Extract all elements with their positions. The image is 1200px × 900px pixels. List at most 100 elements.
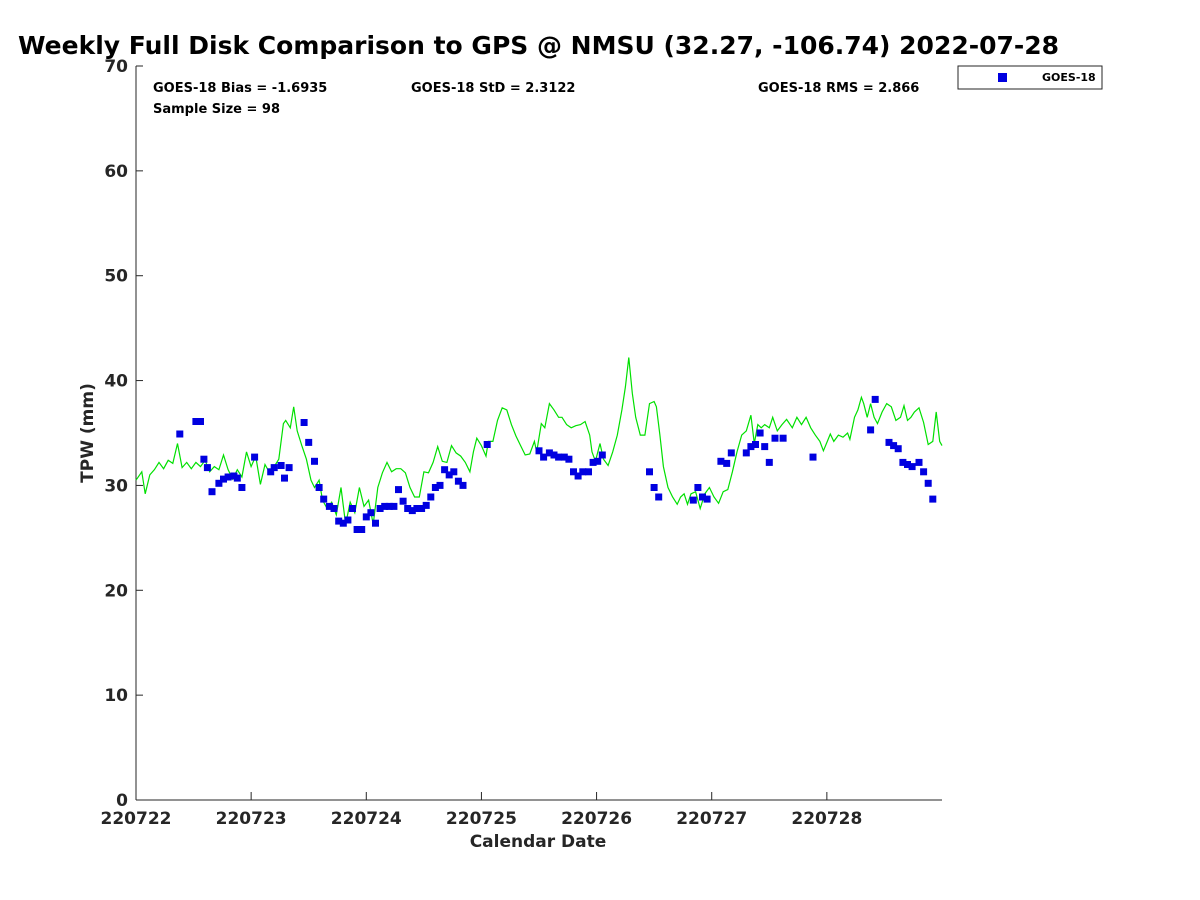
goes-data-point [890, 442, 898, 450]
y-tick-label: 70 [104, 57, 128, 77]
goes-data-point [349, 505, 356, 512]
goes-data-point [535, 447, 543, 455]
goes-data-point [197, 418, 204, 425]
goes-data-point [413, 505, 421, 512]
goes-data-point [899, 458, 907, 466]
goes-data-point [367, 509, 375, 517]
y-tick-label: 20 [104, 581, 128, 601]
goes-data-point [646, 468, 653, 476]
goes-data-point [655, 493, 663, 501]
goes-data-point [267, 468, 275, 476]
goes-data-point [560, 453, 568, 461]
goes-data-point [598, 451, 606, 459]
rms-stat: GOES-18 RMS = 2.866 [758, 81, 919, 96]
goes-data-point [747, 443, 755, 451]
goes-data-point [885, 438, 893, 446]
goes-data-point [445, 471, 453, 479]
goes-data-point [771, 434, 779, 442]
goes-data-point [233, 474, 241, 482]
legend-label-goes: GOES-18 [1042, 71, 1096, 84]
goes-data-point [344, 516, 352, 524]
goes-data-point [300, 419, 308, 426]
goes-data-point [540, 453, 548, 461]
goes-data-point [335, 517, 343, 525]
goes-data-point [565, 455, 573, 463]
goes-data-point [459, 481, 467, 489]
y-tick-label: 60 [104, 162, 128, 182]
goes-data-point [908, 463, 916, 471]
goes-data-point [867, 426, 875, 434]
x-tick-label: 220725 [446, 809, 517, 829]
goes-data-point [399, 497, 407, 505]
goes-data-point [585, 468, 592, 476]
goes-data-point [320, 495, 328, 503]
goes-data-point [765, 458, 773, 466]
goes-data-point [915, 458, 923, 466]
goes-data-point [699, 493, 706, 501]
x-ticks: 220722 220723 220724 220725 220726 220727 2207… [101, 792, 862, 829]
goes-data-point [871, 395, 879, 403]
goes-data-point [809, 453, 817, 461]
goes-data-point [238, 484, 246, 491]
goes-data-point [483, 441, 491, 448]
goes-data-point [545, 449, 553, 457]
goes-data-point [717, 457, 725, 465]
goes-data-point [570, 468, 577, 476]
goes-data-point [454, 477, 462, 485]
bias-stat: GOES-18 Bias = -1.6935 [153, 81, 327, 96]
goes-data-point [325, 502, 333, 510]
goes-data-point [555, 453, 563, 461]
goes-data-point [742, 449, 750, 457]
goes-data-point [752, 441, 759, 448]
goes-data-point [176, 430, 184, 438]
goes-data-point [594, 457, 602, 465]
goes-data-point [353, 526, 361, 533]
goes-data-point [315, 484, 323, 491]
goes-data-point [408, 507, 416, 515]
goes-data-point [339, 519, 347, 527]
goes-data-point [372, 519, 379, 527]
goes-data-point [689, 496, 697, 504]
goes-data-point [285, 464, 293, 472]
goes-data-point [281, 474, 288, 482]
goes-data-point [208, 488, 216, 496]
std-stat: GOES-18 StD = 2.3122 [411, 81, 575, 96]
goes-data-point [904, 461, 911, 468]
sample-size-stat: Sample Size = 98 [153, 102, 280, 117]
goes-data-point [929, 495, 937, 503]
goes-data-point [385, 502, 393, 510]
goes-data-point [779, 434, 787, 442]
goes-data-point [224, 473, 232, 481]
legend: GOES-18 [957, 65, 1103, 90]
x-tick-label: 220728 [791, 809, 862, 829]
axes [135, 66, 942, 801]
goes-data-point [436, 481, 444, 489]
legend-marker-goes [998, 73, 1007, 82]
goes-data-point [192, 418, 200, 425]
y-tick-label: 30 [104, 476, 128, 496]
goes-data-point [694, 484, 702, 491]
y-tick-label: 40 [104, 372, 128, 392]
x-tick-label: 220722 [101, 809, 172, 829]
x-tick-label: 220727 [676, 809, 747, 829]
goes-data-point [723, 459, 731, 467]
goes-data-point [418, 505, 426, 512]
legend-box [957, 65, 1103, 90]
goes-data-point [215, 479, 223, 487]
y-tick-label: 10 [104, 686, 128, 706]
goes-data-point [450, 468, 458, 476]
gps-series-line [135, 357, 943, 525]
goes-data-point [703, 495, 711, 503]
goes-data-point [579, 468, 587, 476]
x-tick-label: 220726 [561, 809, 632, 829]
goes-data-point [650, 484, 658, 491]
goes-data-point [441, 466, 449, 474]
goes-data-point [330, 505, 338, 512]
goes-data-point [203, 464, 211, 472]
goes-data-point [395, 486, 402, 494]
goes-data-point [431, 484, 439, 491]
goes-data-point [270, 464, 278, 472]
y-tick-label: 50 [104, 267, 128, 287]
goes-data-point [574, 472, 582, 480]
